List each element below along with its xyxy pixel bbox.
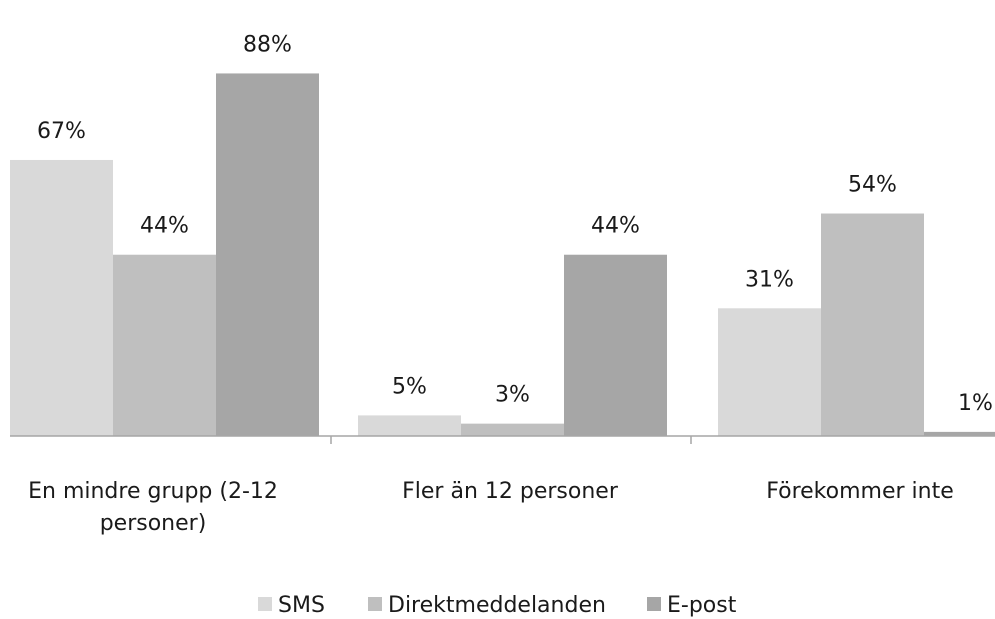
value-labels-layer: 67% 44% 88% 5% 3% 44% 31% 54% 1% xyxy=(37,32,993,415)
legend-swatch-2 xyxy=(368,597,382,611)
legend-swatch-3 xyxy=(647,597,661,611)
bar-2-1 xyxy=(113,254,216,436)
category-label-1-line-1: En mindre grupp (2-12 xyxy=(28,479,278,504)
bars-layer xyxy=(10,73,995,436)
legend: SMS Direktmeddelanden E-post xyxy=(258,593,737,618)
legend-label-2: Direktmeddelanden xyxy=(388,593,606,618)
category-label-2: Fler än 12 personer xyxy=(402,479,619,504)
value-label-3-1: 88% xyxy=(243,32,292,57)
legend-swatch-1 xyxy=(258,597,272,611)
legend-label-1: SMS xyxy=(278,593,325,618)
value-label-1-1: 67% xyxy=(37,119,86,144)
bar-3-1 xyxy=(216,73,319,436)
bar-1-1 xyxy=(10,159,113,436)
bar-3-2 xyxy=(564,254,667,436)
bar-1-2 xyxy=(358,415,461,436)
bar-2-3 xyxy=(821,213,924,436)
value-label-3-3: 1% xyxy=(958,391,993,416)
bar-2-2 xyxy=(461,423,564,436)
x-axis-ticks xyxy=(330,436,692,444)
bar-1-3 xyxy=(718,308,821,436)
value-label-2-1: 44% xyxy=(140,214,189,239)
category-label-3: Förekommer inte xyxy=(766,479,954,504)
category-labels-layer: En mindre grupp (2-12 personer) Fler än 12… xyxy=(28,479,954,536)
legend-label-3: E-post xyxy=(667,593,737,618)
value-label-3-2: 44% xyxy=(591,214,640,239)
value-label-2-3: 54% xyxy=(848,173,897,198)
value-label-2-2: 3% xyxy=(495,383,530,408)
value-label-1-3: 31% xyxy=(745,267,794,292)
bar-3-3 xyxy=(924,431,995,436)
category-label-1-line-2: personer) xyxy=(100,511,207,536)
value-label-1-2: 5% xyxy=(392,374,427,399)
